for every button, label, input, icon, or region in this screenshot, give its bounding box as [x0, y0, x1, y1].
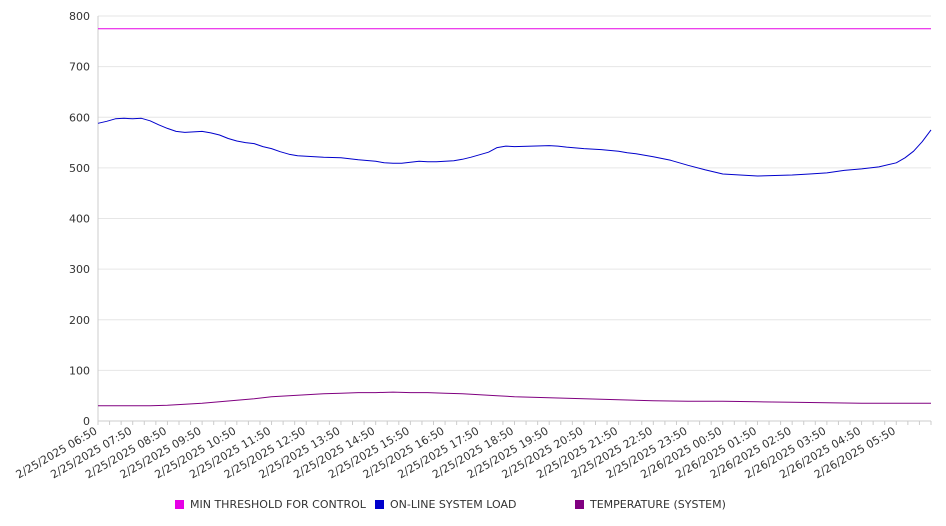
legend: MIN THRESHOLD FOR CONTROL ON-LINE SYSTEM… — [0, 498, 946, 514]
axes — [97, 16, 932, 425]
y-tick-label: 800 — [69, 10, 90, 23]
legend-label-temperature: TEMPERATURE (SYSTEM) — [590, 498, 726, 511]
legend-label-system-load: ON-LINE SYSTEM LOAD — [390, 498, 517, 511]
series-line-on-line-system-load — [97, 117, 932, 177]
y-tick-label: 600 — [69, 111, 90, 124]
y-tick-label: 500 — [69, 162, 90, 175]
legend-swatch-min-threshold — [175, 500, 184, 509]
legend-item-system-load[interactable]: ON-LINE SYSTEM LOAD — [375, 498, 516, 511]
y-tick-label: 400 — [69, 213, 90, 226]
y-tick-label: 100 — [69, 364, 90, 377]
series-line-temperature-system — [98, 391, 931, 407]
x-tick-labels: 2/25/2025 06:502/25/2025 07:502/25/2025 … — [14, 424, 898, 481]
y-tick-label: 200 — [69, 314, 90, 327]
legend-swatch-system-load — [375, 500, 384, 509]
y-tick-label: 300 — [69, 263, 90, 276]
legend-swatch-temperature — [575, 500, 584, 509]
legend-item-temperature[interactable]: TEMPERATURE (SYSTEM) — [575, 498, 726, 511]
y-tick-labels: 0 100 200 300 400 500 600 700 800 — [69, 10, 90, 428]
y-tick-label: 700 — [69, 61, 90, 74]
legend-label-min-threshold: MIN THRESHOLD FOR CONTROL — [190, 498, 366, 511]
legend-item-min-threshold[interactable]: MIN THRESHOLD FOR CONTROL — [175, 498, 366, 511]
series-lines — [97, 28, 932, 407]
grid-lines — [98, 15, 931, 371]
y-tick-label: 0 — [83, 415, 90, 428]
